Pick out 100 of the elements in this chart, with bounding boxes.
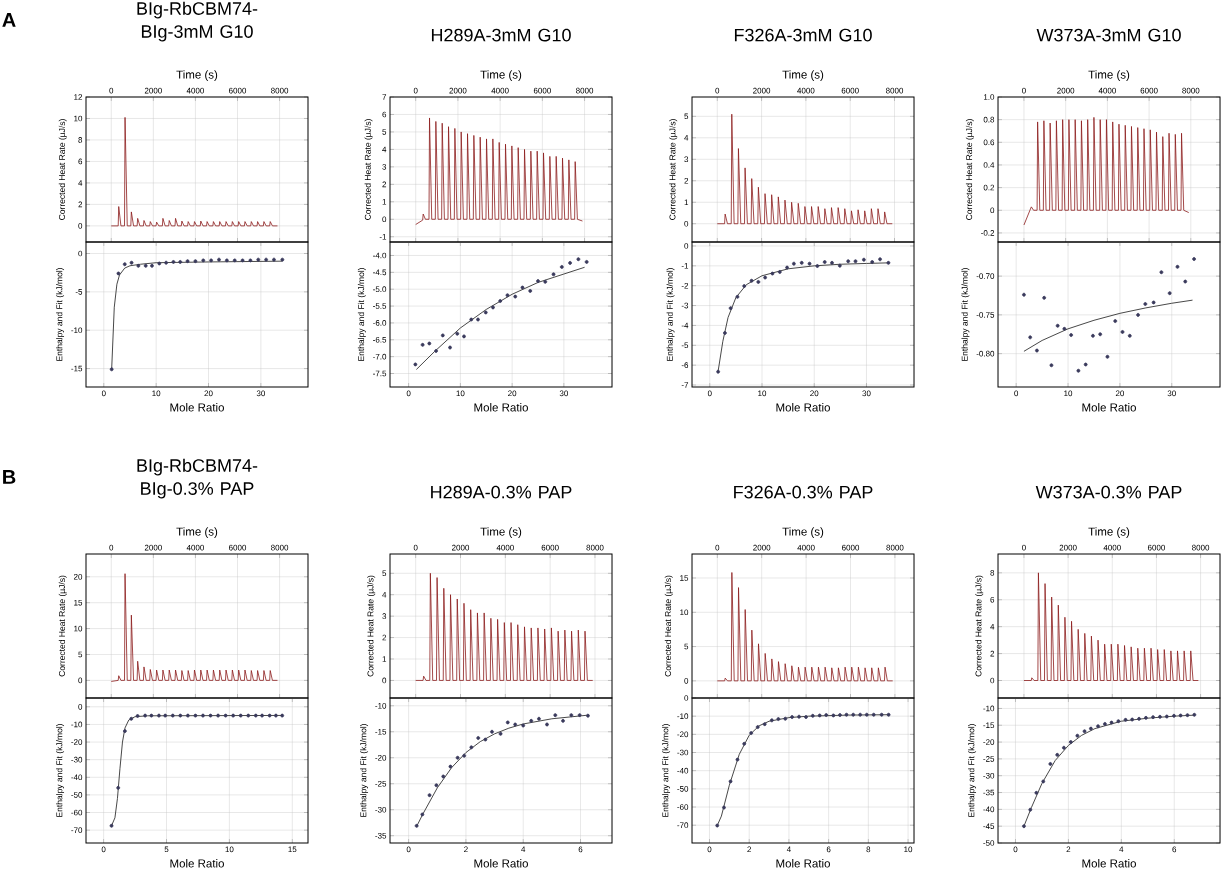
y-tick-label: 10	[680, 609, 689, 616]
y-tick-label: -50	[983, 840, 995, 846]
x-axis-title: Mole Ratio	[170, 859, 224, 868]
y-tick-label: 3	[684, 156, 689, 163]
point	[837, 263, 842, 268]
point	[434, 783, 439, 788]
x-tick-label: 0	[707, 846, 712, 853]
point	[1172, 713, 1176, 718]
point	[1076, 368, 1081, 373]
y-tick-label: -20	[375, 754, 387, 761]
y-axis-title: Corrected Heat Rate (µJ/s)	[975, 575, 984, 677]
point	[505, 720, 510, 725]
point	[1178, 713, 1183, 718]
point	[853, 259, 858, 264]
point	[434, 349, 438, 353]
point	[455, 755, 460, 760]
line-series	[716, 572, 894, 682]
x-tick-label: 2000	[144, 544, 162, 551]
x-tick-label: 6000	[229, 87, 247, 94]
y-tick-label: 0	[78, 677, 83, 684]
chart-title: F326A-0.3% PAP	[734, 485, 873, 499]
point	[193, 259, 198, 264]
point	[201, 713, 205, 718]
y-tick-label: -0.70	[976, 273, 995, 279]
x-tick-label: 30	[559, 390, 569, 397]
x-tick-label: 6000	[541, 544, 559, 551]
x-tick-label: 30	[256, 390, 266, 397]
y-tick-label: -10	[71, 327, 83, 334]
point	[1167, 291, 1172, 296]
y-tick-label: 0	[78, 223, 83, 229]
point	[735, 294, 740, 299]
point	[1035, 348, 1039, 353]
point	[536, 279, 540, 284]
x-tick-label: 0	[406, 390, 411, 397]
point	[723, 331, 727, 335]
y-tick-label: 2	[990, 650, 995, 657]
y-tick-label: -3	[681, 302, 689, 309]
point	[735, 757, 740, 762]
line-series	[1023, 572, 1199, 681]
point	[490, 729, 494, 734]
y-tick-label: 8	[78, 137, 83, 143]
point	[844, 712, 849, 717]
point	[783, 716, 788, 721]
x-tick-label: 2000	[1059, 544, 1077, 551]
x-tick-label: 0	[109, 544, 114, 551]
x-tick-label: 20	[1115, 390, 1125, 397]
y-tick-label: 5	[684, 113, 689, 120]
point	[722, 805, 726, 810]
x-axis-title: Mole Ratio	[474, 403, 528, 412]
y-axis-title: Enthalpy and Fit (kJ/mol)	[360, 724, 369, 817]
point	[1144, 715, 1148, 720]
chart-title: H289A-3mM G10	[431, 28, 571, 42]
point	[469, 745, 474, 750]
y-tick-label: 5	[78, 651, 83, 658]
x-tick-label: 6	[578, 846, 583, 853]
point	[476, 736, 481, 740]
y-tick-label: -40	[983, 806, 995, 813]
y-tick-label: 1.0	[983, 94, 995, 100]
point	[785, 265, 789, 270]
x-tick-label: 10	[758, 390, 767, 397]
point	[537, 716, 541, 721]
point	[561, 718, 565, 723]
y-tick-label: 1	[684, 199, 689, 205]
y-tick-label: -20	[677, 731, 689, 738]
y-tick-label: 15	[74, 599, 83, 606]
y-tick-label: -15	[71, 365, 83, 372]
point	[256, 257, 261, 262]
line-series	[415, 572, 594, 681]
point	[715, 823, 720, 828]
y-axis-title: Enthalpy and Fit (kJ/mol)	[968, 724, 977, 817]
y-tick-label: 10	[74, 625, 83, 632]
point	[1096, 724, 1100, 729]
point	[208, 713, 213, 718]
y-axis-title: Corrected Heat Rate (µJ/s)	[58, 119, 67, 220]
y-tick-label: 2	[684, 177, 689, 184]
point	[513, 294, 518, 299]
point	[116, 271, 121, 276]
point	[830, 260, 834, 265]
y-tick-label: 0	[990, 677, 995, 684]
point	[264, 257, 269, 262]
y-tick-label: 3	[382, 613, 387, 619]
x-tick-label: 4	[521, 846, 526, 853]
point	[870, 260, 875, 264]
x-axis-title: Time (s)	[782, 527, 824, 538]
point	[871, 712, 876, 717]
y-tick-label: -0.80	[976, 350, 995, 357]
y-axis-title: Corrected Heat Rate (µJ/s)	[664, 575, 673, 677]
point	[568, 261, 572, 265]
point	[1068, 740, 1073, 744]
x-axis-title: Mole Ratio	[776, 403, 830, 412]
y-tick-label: -0.75	[976, 312, 995, 318]
x-tick-label: 10	[456, 390, 465, 397]
y-tick-label: -4.0	[373, 252, 387, 259]
y-axis-title: Corrected Heat Rate (µJ/s)	[364, 119, 373, 220]
x-tick-label: 2000	[144, 87, 162, 94]
point	[216, 713, 220, 718]
x-axis-title: Time (s)	[176, 70, 218, 81]
point	[109, 823, 114, 828]
x-tick-label: 0	[707, 390, 712, 397]
point	[763, 275, 768, 280]
